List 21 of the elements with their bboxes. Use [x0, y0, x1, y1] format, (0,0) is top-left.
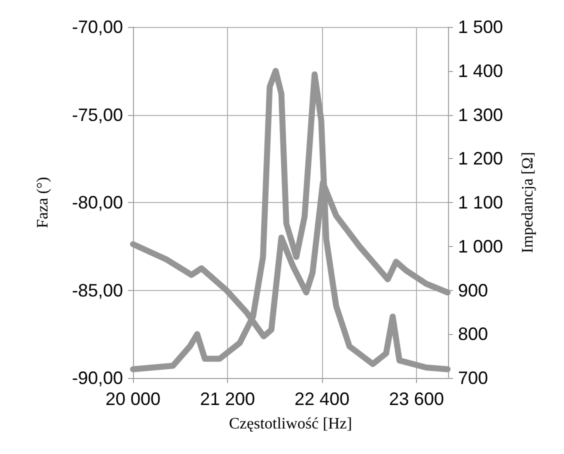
- y2-tick-label: 1 500: [458, 17, 504, 37]
- y-tick-label: -70,00: [72, 17, 123, 37]
- y-axis-title: Faza (°): [34, 176, 52, 228]
- x-tick-label: 23 600: [388, 389, 444, 409]
- y2-tick-label: 800: [458, 324, 488, 344]
- y2-tick-label: 1 300: [458, 104, 504, 125]
- y2-axis-title: Impedancja [Ω]: [520, 152, 536, 254]
- y2-tick-label: 1 200: [458, 148, 504, 169]
- y-tick-label: -85,00: [72, 280, 123, 300]
- y-tick-label: -80,00: [72, 192, 123, 212]
- y-tick-label: -90,00: [72, 368, 123, 388]
- y2-tick-label: 1 100: [458, 192, 504, 212]
- y2-tick-label: 1 000: [458, 236, 504, 256]
- y-tick-label: -75,00: [72, 104, 123, 125]
- y2-tick-label: 1 400: [458, 60, 504, 81]
- x-axis-title: Częstotliwość [Hz]: [228, 416, 352, 432]
- x-tick-label: 21 200: [200, 389, 256, 409]
- x-tick-label: 22 400: [294, 389, 350, 409]
- x-tick-label: 20 000: [105, 389, 161, 409]
- y2-tick-label: 700: [458, 368, 488, 388]
- y2-tick-label: 900: [458, 280, 488, 300]
